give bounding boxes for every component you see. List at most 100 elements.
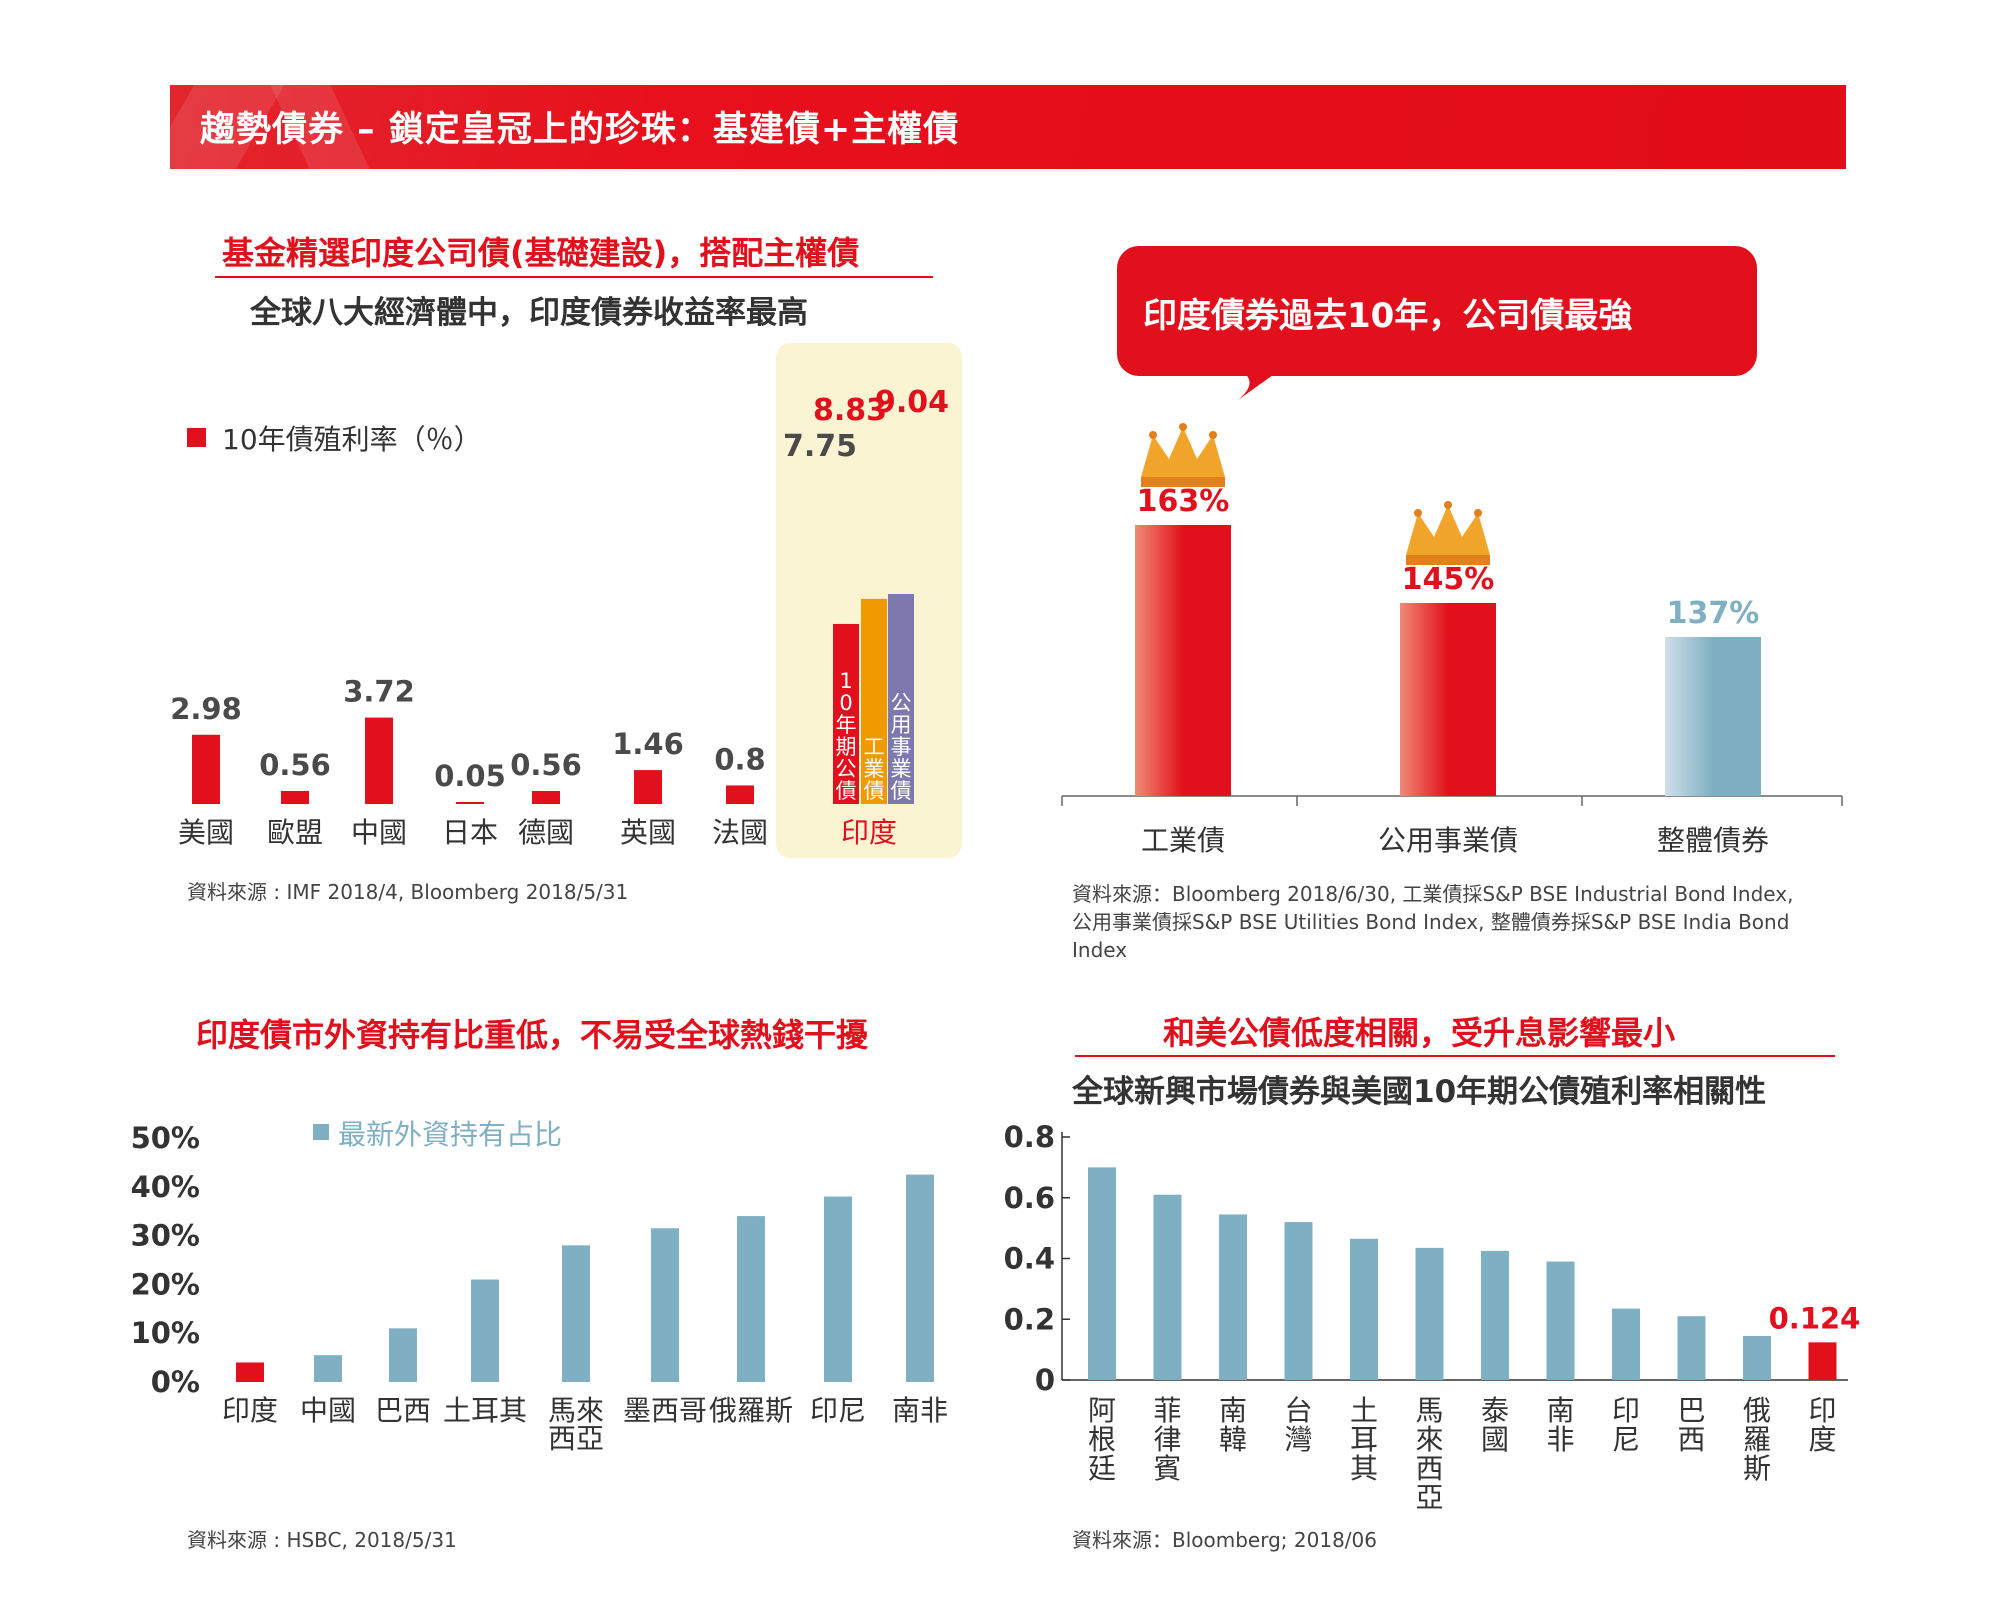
- country-label-char: 土: [1350, 1394, 1378, 1427]
- country-label: 土耳其: [443, 1394, 527, 1427]
- country-label-char: 非: [1546, 1423, 1574, 1456]
- holding-bar: [824, 1196, 852, 1382]
- y-tick-label: 0.6: [1004, 1181, 1055, 1215]
- y-tick-label: 10%: [131, 1316, 200, 1350]
- india-series-name-char: 債: [891, 779, 912, 803]
- return-value-label: 145%: [1402, 562, 1495, 597]
- country-label: 中國: [300, 1394, 356, 1427]
- india-series-name-char: 用: [891, 713, 912, 737]
- return-value-label: 137%: [1667, 596, 1760, 631]
- correlation-bar: [1219, 1214, 1247, 1380]
- y-tick-label: 0%: [151, 1365, 200, 1399]
- return-bar: [1135, 525, 1231, 796]
- yield-value-label: 0.56: [259, 748, 331, 782]
- crown-icon: [1141, 423, 1225, 487]
- india-category-label: 印度: [841, 816, 897, 849]
- india-series-name-char: 債: [864, 779, 885, 803]
- page-title: 趨勢債券 – 鎖定皇冠上的珍珠：基建債+主權債: [200, 110, 960, 150]
- yield-bar: [726, 785, 754, 804]
- correlation-bar: [1284, 1222, 1313, 1380]
- bond-type-label: 公用事業債: [1378, 824, 1518, 857]
- holding-bar: [906, 1174, 934, 1382]
- panel1-title-rule: [215, 276, 933, 278]
- country-label-char: 國: [1481, 1423, 1509, 1456]
- country-label-char: 台: [1284, 1394, 1312, 1427]
- country-label: 巴西: [375, 1394, 431, 1427]
- panel2-source-line: Index: [1072, 938, 1128, 962]
- bond-type-label: 整體債券: [1657, 824, 1769, 857]
- country-label: 法國: [712, 816, 768, 849]
- country-label: 墨西哥: [623, 1394, 707, 1427]
- panel1-title: 基金精選印度公司債(基礎建設)，搭配主權債: [222, 234, 860, 272]
- country-label-char: 俄: [1743, 1394, 1771, 1427]
- india-series-name-char: 事: [891, 735, 912, 759]
- country-label-char: 廷: [1088, 1452, 1116, 1485]
- india-series-name-char: 公: [836, 757, 857, 781]
- y-tick-label: 0: [1035, 1363, 1055, 1397]
- country-label-char: 尼: [1612, 1423, 1640, 1456]
- yield-bar: [281, 790, 309, 804]
- holding-bar: [389, 1328, 417, 1382]
- india-yield-value-label: 9.04: [875, 385, 949, 420]
- country-label-char: 耳: [1350, 1423, 1378, 1456]
- india-yield-bar: [888, 594, 914, 804]
- country-label: 南非: [892, 1394, 948, 1427]
- panel1-legend-swatch: [187, 428, 206, 447]
- country-label: 歐盟: [267, 816, 323, 849]
- yield-value-label: 1.46: [612, 727, 684, 761]
- bond-type-label: 工業債: [1141, 824, 1225, 857]
- india-series-name-char: 1: [839, 669, 852, 693]
- india-correlation-value-label: 0.124: [1769, 1301, 1861, 1335]
- y-tick-label: 20%: [131, 1267, 200, 1301]
- panel3-legend-swatch: [313, 1124, 329, 1140]
- holding-bar: [236, 1362, 264, 1382]
- panel3-source: 資料來源 : HSBC, 2018/5/31: [187, 1528, 457, 1552]
- correlation-bar: [1677, 1316, 1706, 1380]
- yield-value-label: 0.05: [434, 759, 506, 793]
- panel1-source: 資料來源 : IMF 2018/4, Bloomberg 2018/5/31: [187, 880, 629, 904]
- country-label-char: 西: [1415, 1452, 1443, 1485]
- country-label-char: 印: [1808, 1394, 1836, 1427]
- country-label: 美國: [178, 816, 234, 849]
- country-label: 德國: [518, 816, 574, 849]
- yield-value-label: 0.8: [714, 742, 765, 776]
- crown-icon: [1406, 501, 1490, 565]
- header-banner: 趨勢債券 – 鎖定皇冠上的珍珠：基建債+主權債: [170, 85, 1846, 169]
- correlation-bar: [1481, 1250, 1509, 1380]
- yield-value-label: 3.72: [343, 675, 415, 709]
- correlation-bar: [1350, 1238, 1378, 1380]
- country-label-char: 灣: [1284, 1423, 1312, 1456]
- country-label-char: 根: [1088, 1423, 1116, 1456]
- panel1-legend: 10年債殖利率（％）: [222, 423, 482, 456]
- y-tick-label: 40%: [131, 1170, 200, 1204]
- country-label-char: 來: [1415, 1423, 1443, 1456]
- panel4-source: 資料來源：Bloomberg; 2018/06: [1072, 1528, 1377, 1552]
- holding-bar: [314, 1355, 342, 1382]
- india-series-name-char: 業: [891, 757, 912, 781]
- country-label-char: 泰: [1481, 1394, 1509, 1427]
- yield-bar: [532, 790, 560, 804]
- country-label-char: 南: [1546, 1394, 1574, 1427]
- country-label-char: 阿: [1088, 1394, 1116, 1427]
- panel4-subtitle: 全球新興市場債券與美國10年期公債殖利率相關性: [1072, 1074, 1767, 1110]
- panel2-source-line: 公用事業債採S&P BSE Utilities Bond Index, 整體債券…: [1072, 910, 1790, 934]
- holding-bar: [562, 1245, 590, 1382]
- panel3-legend: 最新外資持有占比: [338, 1118, 563, 1151]
- country-label-char: 亞: [1415, 1481, 1443, 1514]
- country-label: 印尼: [810, 1394, 866, 1427]
- india-series-name-char: 0: [839, 691, 852, 715]
- country-label-char: 度: [1808, 1423, 1836, 1456]
- holding-bar: [471, 1279, 499, 1382]
- yield-value-label: 2.98: [170, 692, 242, 726]
- country-label: 英國: [620, 816, 676, 849]
- correlation-bar: [1546, 1261, 1575, 1380]
- country-label-char: 律: [1153, 1423, 1181, 1456]
- yield-bar: [634, 770, 662, 804]
- country-label-char: 其: [1350, 1452, 1378, 1485]
- india-yield-value-label: 7.75: [783, 429, 857, 464]
- correlation-bar: [1612, 1308, 1640, 1380]
- return-bar: [1665, 637, 1761, 796]
- country-label-char: 馬: [1415, 1394, 1443, 1427]
